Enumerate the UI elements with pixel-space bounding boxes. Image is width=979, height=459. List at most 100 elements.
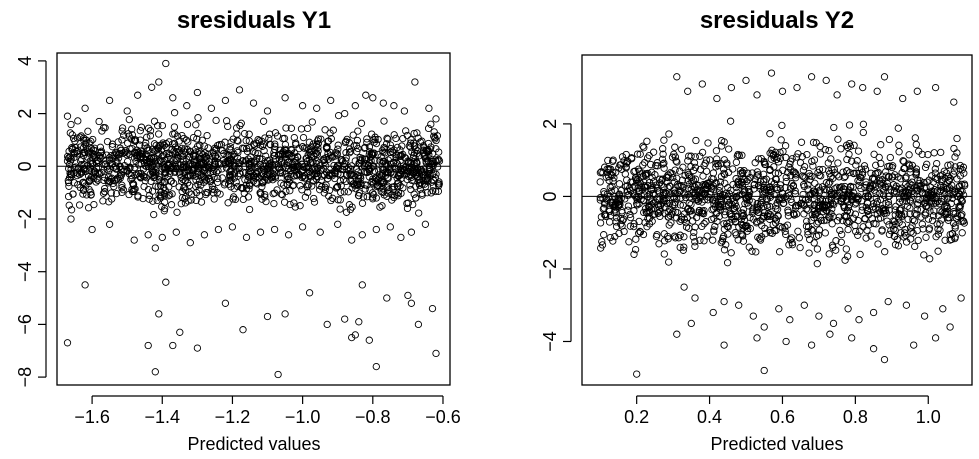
data-point (808, 157, 816, 166)
data-point (718, 142, 726, 150)
data-point (902, 197, 911, 205)
data-point (812, 139, 820, 147)
data-point (730, 206, 739, 215)
data-point (84, 149, 93, 157)
data-point (766, 191, 774, 200)
data-point (839, 192, 847, 200)
data-point (207, 104, 216, 112)
data-point (389, 185, 397, 194)
data-point (675, 234, 683, 242)
data-point (749, 205, 757, 213)
data-point (665, 130, 673, 138)
data-point (64, 192, 73, 201)
data-point (855, 181, 863, 190)
data-point (178, 187, 186, 196)
data-point (614, 193, 622, 201)
data-point (951, 222, 959, 230)
data-point (901, 164, 909, 173)
data-point (881, 248, 889, 256)
data-point (922, 233, 930, 241)
data-point (185, 162, 193, 170)
data-point (856, 250, 864, 259)
data-point (66, 169, 74, 177)
data-point (214, 174, 222, 183)
data-point (713, 94, 721, 103)
data-point (639, 161, 647, 169)
data-point (709, 169, 718, 177)
data-point (160, 151, 168, 159)
data-point (327, 196, 335, 205)
data-point (372, 225, 380, 234)
data-point (782, 173, 790, 182)
data-point (841, 256, 849, 264)
data-point (804, 206, 812, 214)
outlier-point (407, 299, 416, 307)
data-point (859, 83, 867, 92)
data-point (832, 237, 840, 245)
data-point (245, 185, 253, 193)
data-point (744, 169, 752, 177)
data-point (90, 144, 99, 152)
data-point (239, 326, 247, 334)
data-point (900, 233, 908, 241)
data-point (944, 184, 952, 192)
data-point (777, 136, 785, 144)
data-point (731, 218, 740, 226)
data-point (913, 87, 921, 95)
data-point (427, 189, 435, 197)
data-point (774, 211, 782, 220)
data-point (684, 191, 692, 199)
data-point (635, 229, 643, 237)
data-point (79, 143, 88, 152)
data-point (724, 223, 732, 231)
data-point (193, 135, 201, 143)
data-point (605, 172, 613, 181)
data-point (792, 169, 800, 178)
data-point (63, 112, 72, 120)
data-point (384, 135, 392, 143)
data-point (148, 162, 156, 170)
data-point (121, 148, 129, 157)
data-point (336, 205, 344, 213)
data-point (105, 154, 114, 162)
data-point (212, 145, 221, 153)
data-point (804, 195, 813, 203)
data-point (788, 234, 796, 242)
data-point (779, 147, 787, 156)
data-point (129, 180, 138, 188)
data-point (625, 238, 633, 246)
data-point (179, 157, 187, 165)
data-point (410, 151, 418, 160)
data-point (690, 159, 699, 167)
data-point (900, 210, 909, 218)
x-tick-label: −1.4 (144, 407, 180, 427)
data-point (295, 162, 303, 170)
data-point (304, 188, 312, 197)
y-tick-label: −8 (15, 367, 35, 388)
data-point (271, 172, 279, 180)
data-point (884, 192, 892, 201)
data-point (662, 196, 671, 205)
data-point (376, 157, 384, 165)
data-point (213, 178, 222, 186)
data-point (694, 197, 702, 205)
data-point (88, 160, 96, 168)
data-point (181, 145, 189, 153)
data-point (794, 227, 802, 235)
data-point (117, 171, 126, 179)
data-point (645, 201, 653, 210)
data-point (328, 172, 336, 180)
data-point (951, 153, 959, 161)
data-point (245, 205, 254, 214)
data-point (270, 148, 278, 157)
data-point (744, 202, 753, 210)
data-point (221, 138, 229, 146)
data-point (363, 193, 371, 201)
data-point (956, 172, 965, 180)
data-point (849, 189, 858, 197)
data-point (371, 135, 379, 144)
data-point (842, 212, 850, 220)
data-point (99, 189, 108, 197)
data-point (957, 294, 965, 302)
